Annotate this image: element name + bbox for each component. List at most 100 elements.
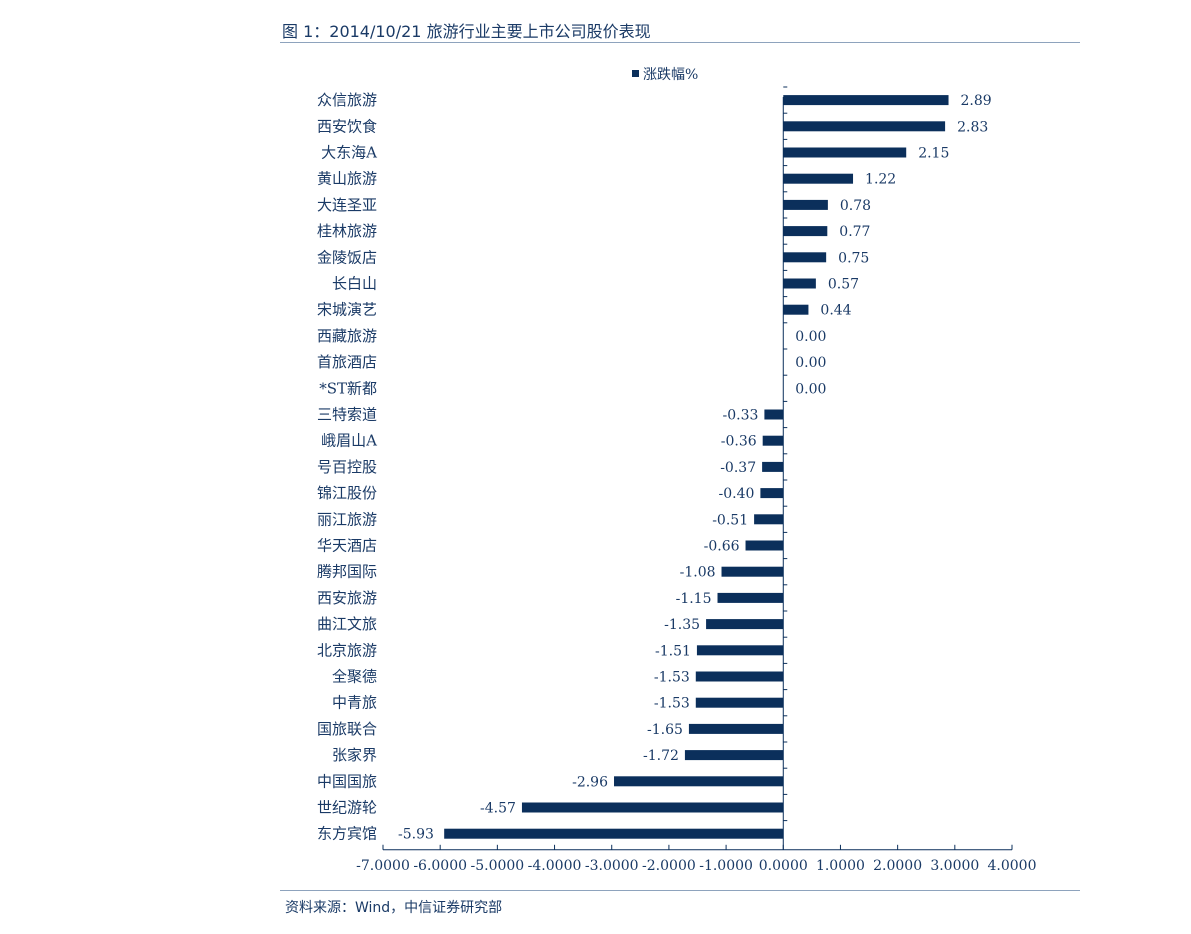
data-label: -0.40 <box>718 486 754 502</box>
category-label: 世纪游轮 <box>317 799 377 817</box>
bar <box>521 802 784 813</box>
bottom-rule <box>280 890 1080 891</box>
category-label: 西藏旅游 <box>317 327 377 345</box>
bar <box>783 173 854 184</box>
data-label: 2.15 <box>918 146 949 162</box>
legend-label: 涨跌幅% <box>643 67 698 83</box>
figure-title: 图 1：2014/10/21 旅游行业主要上市公司股价表现 <box>282 22 651 41</box>
bar <box>783 226 828 237</box>
bar <box>706 619 784 630</box>
bar <box>745 540 784 551</box>
category-label: 黄山旅游 <box>317 170 377 188</box>
data-label: -0.36 <box>721 434 757 450</box>
data-label: -1.72 <box>643 748 679 764</box>
data-label: -1.08 <box>680 565 716 581</box>
bar <box>760 488 784 499</box>
data-label: -1.15 <box>676 591 712 607</box>
category-label: 大连圣亚 <box>317 196 377 214</box>
data-label: 2.83 <box>957 119 988 135</box>
category-label: 北京旅游 <box>317 641 377 659</box>
category-label: 金陵饭店 <box>317 248 377 266</box>
bar <box>444 828 784 839</box>
x-tick-label: -5.0000 <box>471 858 525 874</box>
data-label: 2.89 <box>961 93 992 109</box>
bar <box>762 435 784 446</box>
data-label: -0.37 <box>720 460 756 476</box>
data-label: -1.51 <box>655 643 691 659</box>
category-label: 西安旅游 <box>317 589 377 607</box>
bar <box>783 304 809 315</box>
bar <box>783 121 946 132</box>
bar <box>783 95 949 106</box>
category-label: 中青旅 <box>332 694 377 712</box>
x-tick-label: 0.0000 <box>759 858 808 874</box>
x-tick-label: -1.0000 <box>699 858 753 874</box>
category-label: 众信旅游 <box>317 91 377 109</box>
bar <box>783 252 827 263</box>
x-tick-label: -2.0000 <box>642 858 696 874</box>
data-label: 0.57 <box>828 277 859 293</box>
bar <box>754 514 784 525</box>
legend-swatch <box>632 70 639 77</box>
category-label: 国旅联合 <box>317 720 377 738</box>
x-tick-label: 1.0000 <box>816 858 865 874</box>
category-label: 三特索道 <box>317 406 377 424</box>
data-label: -5.93 <box>398 827 434 843</box>
bar <box>695 671 784 682</box>
category-label: 东方宾馆 <box>317 825 377 843</box>
data-label: -1.35 <box>664 617 700 633</box>
data-label: -1.65 <box>647 722 683 738</box>
category-label: 号百控股 <box>317 458 377 476</box>
category-label: 桂林旅游 <box>317 222 377 240</box>
bar <box>696 645 784 656</box>
x-tick-label: -7.0000 <box>356 858 410 874</box>
x-tick-label: -6.0000 <box>413 858 467 874</box>
data-label: 0.75 <box>838 250 869 266</box>
bar <box>684 750 784 761</box>
data-label: -0.33 <box>722 408 758 424</box>
bar <box>717 592 784 603</box>
data-label: 0.00 <box>795 355 826 371</box>
bar <box>762 461 784 472</box>
bar <box>764 409 784 420</box>
category-label: 首旅酒店 <box>317 353 377 371</box>
bar <box>783 278 816 289</box>
category-label: *ST新都 <box>319 379 377 397</box>
category-label: 西安饮食 <box>317 117 377 135</box>
category-label: 大东海A <box>321 144 377 162</box>
data-label: -0.66 <box>704 539 740 555</box>
bar <box>783 147 907 158</box>
category-label: 锦江股份 <box>317 484 377 502</box>
x-tick-label: 3.0000 <box>930 858 979 874</box>
category-label: 曲江文旅 <box>317 615 377 633</box>
category-label: 长白山 <box>332 275 377 293</box>
x-tick-label: 2.0000 <box>873 858 922 874</box>
category-label: 峨眉山A <box>321 432 377 450</box>
source-note: 资料来源：Wind，中信证券研究部 <box>285 900 503 916</box>
category-label: 中国国旅 <box>317 772 377 790</box>
data-label: 0.78 <box>840 198 871 214</box>
data-label: -1.53 <box>654 670 690 686</box>
data-label: -2.96 <box>572 774 608 790</box>
data-label: 0.00 <box>795 381 826 397</box>
bar <box>695 697 784 708</box>
data-label: -1.53 <box>654 696 690 712</box>
bar <box>721 566 784 577</box>
data-label: 0.00 <box>795 329 826 345</box>
data-label: -4.57 <box>480 801 516 817</box>
data-label: -0.51 <box>712 512 748 528</box>
category-label: 宋城演艺 <box>317 301 377 319</box>
data-label: 0.44 <box>820 303 851 319</box>
bar <box>614 776 784 787</box>
category-label: 丽江旅游 <box>317 510 377 528</box>
data-label: 0.77 <box>839 224 870 240</box>
bar <box>688 723 784 734</box>
category-label: 全聚德 <box>332 668 377 686</box>
bar <box>783 199 828 210</box>
category-label: 华天酒店 <box>317 537 377 555</box>
category-label: 腾邦国际 <box>317 563 377 581</box>
category-label: 张家界 <box>332 746 377 764</box>
x-tick-label: 4.0000 <box>988 858 1037 874</box>
x-tick-label: -4.0000 <box>528 858 582 874</box>
